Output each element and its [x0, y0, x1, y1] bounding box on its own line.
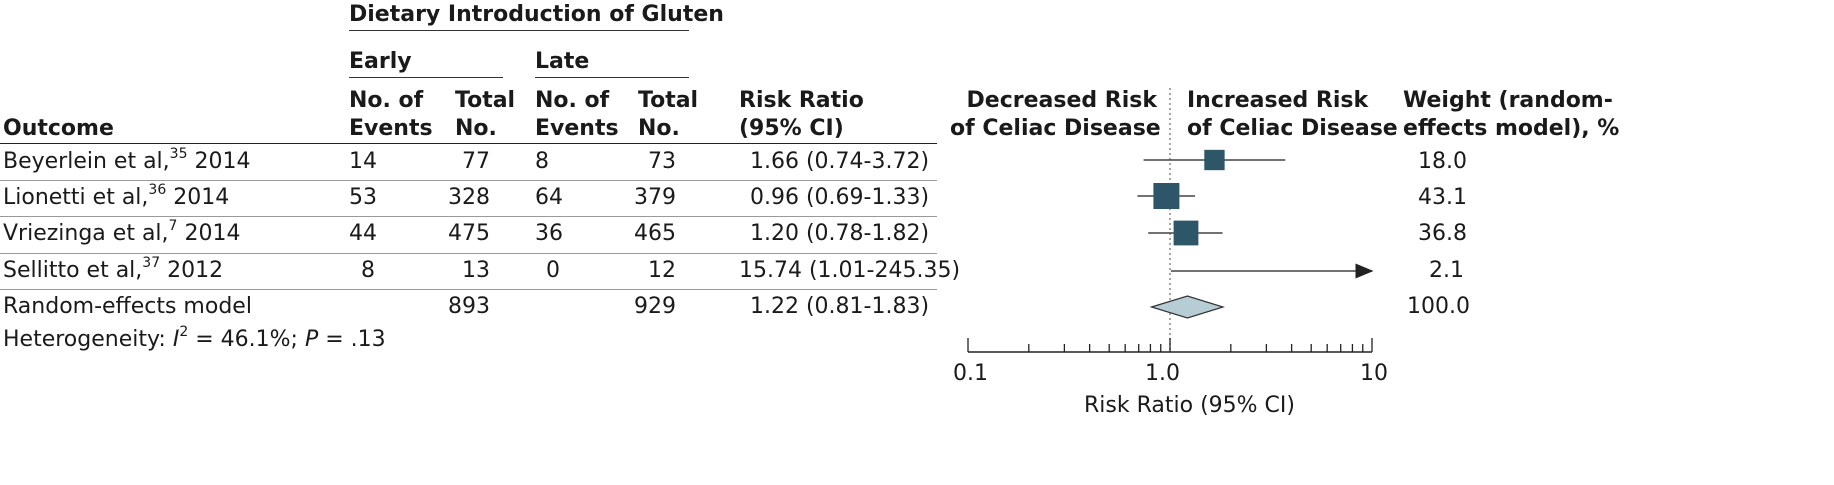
pooled-weight-value: 100.0 — [1407, 294, 1470, 319]
early-total: 475 — [448, 221, 490, 246]
early-events: 8 — [361, 258, 375, 283]
group-title: Dietary Introduction of Gluten — [349, 2, 724, 27]
point-estimate-square — [1173, 220, 1199, 246]
early-events-header-1: No. of — [349, 88, 424, 113]
late-header: Late — [535, 49, 590, 74]
risk-ratio-ci: 1.20 (0.78-1.82) — [750, 221, 930, 246]
weight-value: 2.1 — [1429, 258, 1464, 283]
risk-ratio-ci: 15.74 (1.01-245.35) — [739, 258, 961, 283]
row-divider — [0, 216, 937, 217]
heterogeneity-text: Heterogeneity: I2 = 46.1%; P = .13 — [3, 323, 386, 352]
point-estimate-square — [1153, 183, 1180, 209]
risk-ratio-ci: 1.66 (0.74-3.72) — [750, 149, 930, 174]
early-total: 13 — [462, 258, 490, 283]
pooled-risk-ratio-ci: 1.22 (0.81-1.83) — [750, 294, 930, 319]
x-tick-label-1: 1.0 — [1145, 361, 1180, 386]
weight-value: 36.8 — [1418, 221, 1467, 246]
late-events: 0 — [546, 258, 560, 283]
pooled-name: Random-effects model — [3, 294, 252, 319]
point-estimate-square — [1204, 149, 1225, 171]
early-total: 328 — [448, 185, 490, 210]
weight-header-1: Weight (random- — [1403, 88, 1613, 113]
risk-ratio-ci: 0.96 (0.69-1.33) — [750, 185, 930, 210]
late-total: 73 — [648, 149, 676, 174]
late-events: 64 — [535, 185, 563, 210]
early-header: Early — [349, 49, 412, 74]
header-rule — [0, 143, 937, 144]
increased-risk-label-2: of Celiac Disease — [1187, 116, 1398, 141]
row-divider — [0, 289, 937, 290]
weight-header-2: effects model), % — [1403, 116, 1620, 141]
early-events: 14 — [349, 149, 377, 174]
pooled-early-total: 893 — [448, 294, 490, 319]
late-events-header-2: Events — [535, 116, 619, 141]
study-name: Sellitto et al,37 2012 — [3, 254, 224, 283]
late-total: 12 — [648, 258, 676, 283]
weight-value: 18.0 — [1418, 149, 1467, 174]
early-total-header-1: Total — [455, 88, 516, 113]
study-name: Vriezinga et al,7 2014 — [3, 217, 241, 246]
early-total-header-2: No. — [455, 116, 497, 141]
pooled-diamond — [1149, 295, 1226, 319]
decreased-risk-label-2: of Celiac Disease — [950, 116, 1161, 141]
row-divider — [0, 253, 937, 254]
group-title-rule — [349, 30, 689, 31]
late-total: 379 — [634, 185, 676, 210]
early-rule — [349, 77, 503, 78]
study-name: Beyerlein et al,35 2014 — [3, 145, 251, 174]
late-events: 8 — [535, 149, 549, 174]
rr-header-2: (95% CI) — [739, 116, 844, 141]
early-events: 53 — [349, 185, 377, 210]
x-tick-label-10: 10 — [1360, 361, 1388, 386]
study-name: Lionetti et al,36 2014 — [3, 181, 230, 210]
x-tick-label-0.1: 0.1 — [953, 361, 988, 386]
early-events-header-2: Events — [349, 116, 433, 141]
pooled-late-total: 929 — [634, 294, 676, 319]
late-rule — [535, 77, 689, 78]
late-total-header-1: Total — [638, 88, 699, 113]
early-total: 77 — [462, 149, 490, 174]
weight-value: 43.1 — [1418, 185, 1467, 210]
outcome-header: Outcome — [3, 116, 114, 141]
row-divider — [0, 180, 937, 181]
late-events-header-1: No. of — [535, 88, 610, 113]
late-total: 465 — [634, 221, 676, 246]
increased-risk-label-1: Increased Risk — [1187, 88, 1369, 113]
x-axis-label: Risk Ratio (95% CI) — [1084, 393, 1295, 418]
late-events: 36 — [535, 221, 563, 246]
early-events: 44 — [349, 221, 377, 246]
late-total-header-2: No. — [638, 116, 680, 141]
decreased-risk-label-1: Decreased Risk — [966, 88, 1157, 113]
rr-header-1: Risk Ratio — [739, 88, 864, 113]
